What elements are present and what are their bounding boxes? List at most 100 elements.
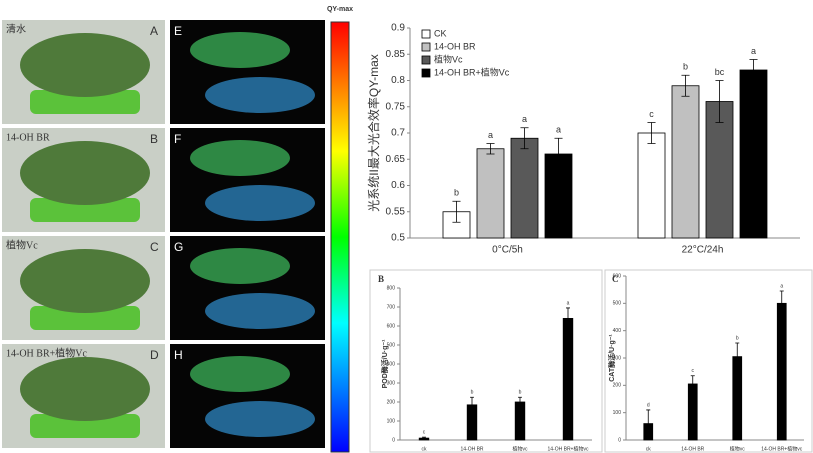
fluor-leaves: [205, 401, 315, 437]
y-tick-label: 300: [613, 355, 622, 361]
y-tick-label: 400: [387, 361, 396, 367]
significance-letter: b: [736, 335, 739, 341]
tray: [30, 414, 140, 438]
bar: [476, 148, 505, 239]
y-tick-label: 300: [387, 380, 396, 386]
photo-label: 14-OH BR+植物Vc: [6, 346, 87, 359]
bar: [705, 101, 734, 239]
bar: [776, 302, 787, 441]
legend-label: 14-OH BR: [434, 41, 476, 51]
y-tick-label: 0.75: [386, 101, 406, 112]
y-tick-label: 100: [613, 410, 622, 416]
error-bar: [647, 122, 656, 144]
y-tick-label: 0.6: [391, 180, 405, 191]
legend-swatch: [421, 55, 431, 65]
y-tick-label: 100: [387, 418, 396, 424]
y-tick-label: 0.8: [391, 75, 405, 86]
foliage: [20, 33, 150, 97]
fluor-leaves: [190, 356, 290, 392]
x-tick-label: 14-OH BR: [460, 446, 483, 452]
x-tick-label: 植物vc: [512, 445, 528, 452]
significance-letter: b: [683, 62, 688, 72]
photo-letter: A: [150, 24, 158, 38]
fluor-leaves: [205, 185, 315, 221]
significance-letter: bc: [715, 67, 725, 77]
x-tick-label: ck: [422, 446, 428, 452]
x-tick-label: ck: [646, 446, 652, 452]
y-tick-label: 0.5: [391, 233, 405, 244]
significance-letter: a: [488, 130, 493, 140]
fluor-leaves: [190, 248, 290, 284]
y-tick-label: 0.65: [386, 154, 406, 165]
photo-letter: C: [150, 240, 159, 254]
y-tick-label: 500: [387, 342, 396, 348]
legend-label: CK: [434, 28, 447, 38]
y-axis-label: CAT酶活/U·g⁻¹: [607, 334, 616, 382]
y-tick-label: 200: [613, 383, 622, 389]
y-tick-label: 600: [613, 273, 622, 279]
photo-label: 清水: [6, 22, 26, 35]
fluor-letter: E: [174, 24, 182, 38]
fluor-leaves: [205, 293, 315, 329]
colorbar: [330, 21, 350, 453]
legend-swatch: [421, 29, 431, 39]
fluor-leaves: [190, 32, 290, 68]
y-tick-label: 700: [387, 304, 396, 310]
x-tick-label: 22°C/24h: [682, 245, 724, 256]
colorbar-title: QY-max: [327, 6, 353, 13]
bar: [739, 69, 768, 239]
x-tick-label: 14-OH BR+植物vc: [761, 445, 802, 452]
error-bar: [646, 409, 651, 438]
significance-letter: a: [522, 114, 527, 124]
error-bar: [749, 59, 758, 81]
error-bar: [715, 80, 724, 123]
panel-letter: C: [612, 274, 619, 284]
y-axis-label: POD酶活/U·g⁻¹: [380, 339, 389, 388]
x-tick-label: 14-OH BR: [681, 446, 704, 452]
y-tick-label: 0.9: [391, 23, 405, 34]
significance-letter: a: [780, 283, 783, 289]
error-bar: [520, 127, 529, 150]
fluor-leaves: [190, 140, 290, 176]
significance-letter: c: [423, 429, 426, 435]
foliage: [20, 141, 150, 205]
bar: [562, 317, 574, 441]
y-tick-label: 200: [387, 399, 396, 405]
significance-letter: d: [647, 402, 650, 408]
y-tick-label: 0: [618, 437, 621, 443]
x-tick-label: 0°C/5h: [492, 245, 523, 256]
photo-label: 植物Vc: [6, 238, 38, 251]
error-bar: [566, 307, 570, 330]
legend-label: 植物Vc: [434, 53, 463, 64]
error-bar: [470, 396, 474, 413]
y-tick-label: 0.85: [386, 49, 406, 60]
y-tick-label: 0.7: [391, 128, 405, 139]
significance-letter: b: [454, 188, 459, 198]
photo-letter: D: [150, 348, 159, 362]
photo-letter: B: [150, 132, 158, 146]
tray: [30, 198, 140, 222]
x-tick-label: 14-OH BR+植物vc: [548, 445, 589, 452]
y-tick-label: 400: [613, 328, 622, 334]
error-bar: [452, 200, 461, 223]
bar: [671, 85, 700, 239]
y-tick-label: 800: [387, 285, 396, 291]
error-bar: [735, 342, 740, 371]
y-tick-label: 500: [613, 301, 622, 307]
significance-letter: c: [692, 368, 695, 374]
foliage: [20, 249, 150, 313]
y-tick-label: 0.55: [386, 206, 406, 217]
bar: [510, 137, 539, 239]
significance-letter: a: [567, 300, 570, 306]
legend-swatch: [421, 42, 431, 52]
x-tick-label: 植物vc: [730, 445, 746, 452]
significance-letter: b: [519, 390, 522, 396]
error-bar: [690, 375, 695, 393]
bar: [514, 401, 526, 441]
significance-letter: c: [649, 109, 654, 119]
fluor-letter: H: [174, 348, 183, 362]
legend-swatch: [421, 68, 431, 78]
bar: [637, 132, 666, 239]
